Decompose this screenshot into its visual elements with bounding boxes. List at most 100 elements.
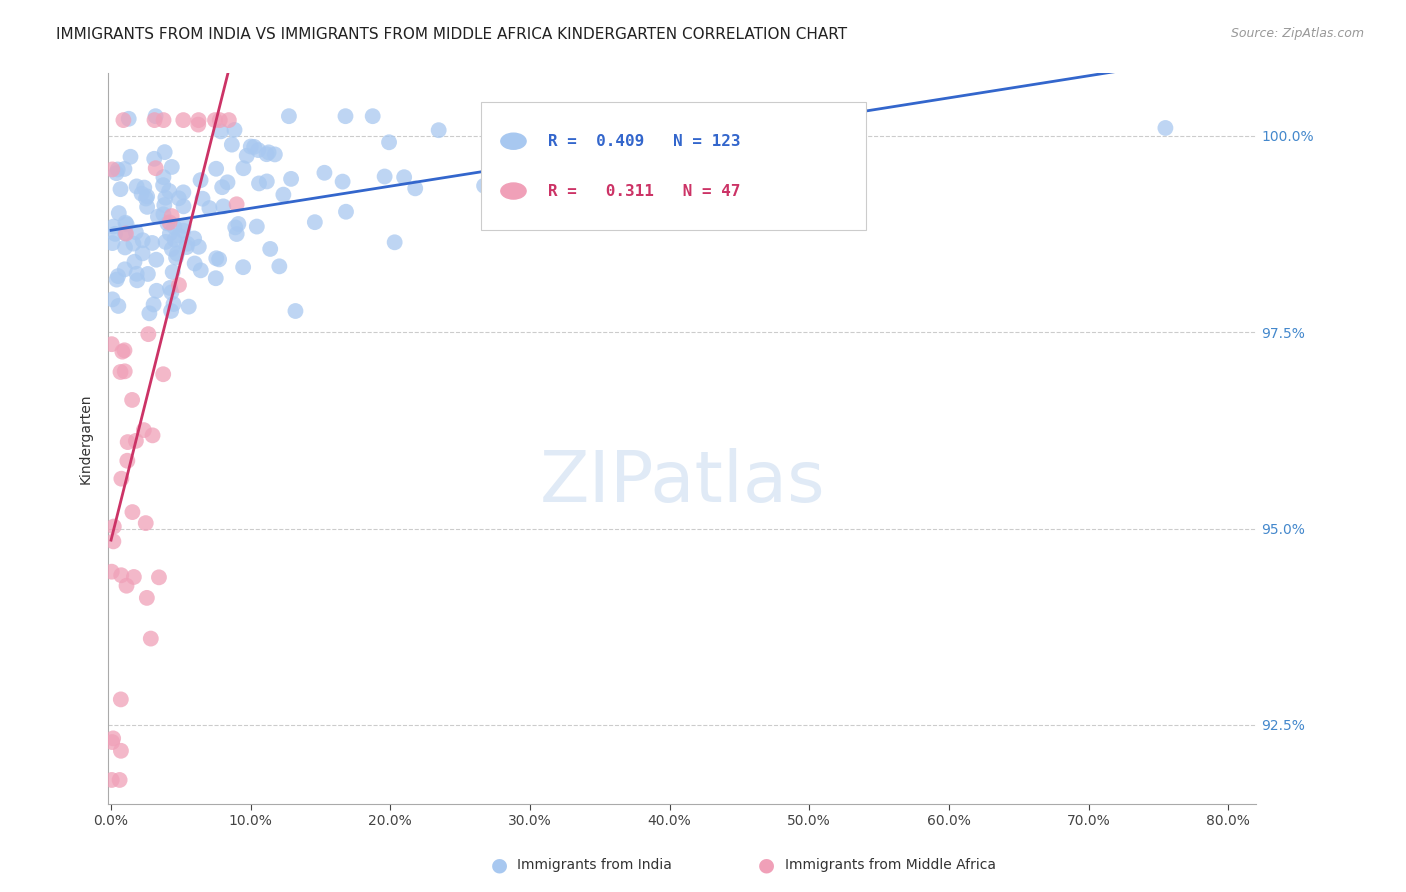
Point bbox=[110, 365, 132, 379]
Point bbox=[191, 192, 214, 206]
Text: Immigrants from Middle Africa: Immigrants from Middle Africa bbox=[785, 858, 995, 872]
Point bbox=[110, 692, 132, 706]
Point bbox=[145, 109, 167, 123]
Point bbox=[165, 251, 187, 265]
Point bbox=[392, 170, 415, 185]
Point bbox=[135, 591, 157, 605]
Text: R =  0.409   N = 123: R = 0.409 N = 123 bbox=[548, 134, 741, 149]
Y-axis label: Kindergarten: Kindergarten bbox=[79, 393, 93, 483]
Point bbox=[111, 344, 134, 359]
Point bbox=[225, 227, 247, 241]
Point bbox=[131, 246, 153, 260]
Point bbox=[115, 579, 138, 593]
Point bbox=[232, 161, 254, 176]
Point bbox=[159, 227, 181, 241]
Text: ZIPatlas: ZIPatlas bbox=[540, 448, 825, 516]
Point bbox=[139, 632, 162, 646]
Point bbox=[163, 219, 186, 234]
Point bbox=[114, 216, 136, 230]
Point bbox=[247, 177, 270, 191]
Point bbox=[152, 178, 174, 193]
Point bbox=[160, 304, 183, 318]
Point bbox=[103, 534, 125, 549]
Point bbox=[361, 109, 384, 123]
Point bbox=[176, 240, 198, 254]
Text: Source: ZipAtlas.com: Source: ZipAtlas.com bbox=[1230, 27, 1364, 40]
Point bbox=[198, 201, 221, 215]
Point bbox=[314, 166, 336, 180]
Point bbox=[142, 297, 165, 311]
Point bbox=[163, 233, 186, 247]
Point bbox=[152, 113, 174, 128]
Point bbox=[125, 225, 148, 239]
Point bbox=[103, 219, 125, 234]
Point bbox=[160, 242, 183, 256]
Point bbox=[332, 175, 354, 189]
Point bbox=[217, 175, 239, 189]
Point bbox=[115, 217, 138, 231]
Point bbox=[148, 570, 170, 584]
Point bbox=[162, 265, 184, 279]
Circle shape bbox=[501, 183, 526, 199]
Point bbox=[121, 392, 143, 407]
Point bbox=[160, 160, 183, 174]
Point bbox=[284, 304, 307, 318]
Point bbox=[176, 236, 198, 251]
Point bbox=[239, 139, 262, 153]
Point bbox=[114, 262, 136, 277]
Point bbox=[146, 210, 169, 224]
Point bbox=[114, 226, 136, 240]
Point bbox=[259, 242, 281, 256]
Point bbox=[125, 434, 148, 448]
Point bbox=[159, 281, 181, 295]
Point bbox=[384, 235, 406, 250]
Point bbox=[122, 570, 145, 584]
Point bbox=[153, 145, 176, 160]
Point bbox=[152, 207, 174, 221]
Point bbox=[112, 113, 135, 128]
Point bbox=[208, 252, 231, 267]
Point bbox=[124, 254, 146, 268]
Point bbox=[404, 181, 426, 195]
Point bbox=[160, 285, 183, 300]
Point bbox=[115, 227, 138, 241]
Point bbox=[159, 215, 181, 229]
Point bbox=[141, 235, 163, 250]
Point bbox=[110, 472, 132, 486]
Point bbox=[117, 454, 139, 468]
Point bbox=[212, 199, 235, 213]
Point bbox=[256, 174, 278, 188]
Point bbox=[273, 187, 295, 202]
Point bbox=[122, 236, 145, 251]
Point bbox=[167, 228, 190, 243]
Point bbox=[131, 233, 153, 247]
Point bbox=[105, 166, 128, 180]
Point bbox=[131, 186, 153, 201]
Point bbox=[103, 519, 125, 533]
Circle shape bbox=[501, 133, 526, 149]
Point bbox=[143, 113, 166, 128]
Point bbox=[246, 219, 269, 234]
Point bbox=[155, 235, 177, 249]
Point bbox=[125, 179, 148, 194]
Point bbox=[209, 124, 232, 138]
Point bbox=[280, 172, 302, 186]
Point bbox=[257, 145, 280, 160]
Point bbox=[190, 263, 212, 277]
Point bbox=[110, 568, 132, 582]
Point bbox=[167, 191, 190, 205]
Point bbox=[138, 306, 160, 320]
Point bbox=[145, 284, 167, 298]
Text: R =   0.311   N = 47: R = 0.311 N = 47 bbox=[548, 184, 741, 199]
Point bbox=[162, 297, 184, 311]
Point bbox=[190, 173, 212, 187]
Point bbox=[1154, 120, 1177, 135]
Point bbox=[104, 227, 127, 241]
Point bbox=[101, 731, 124, 746]
Point bbox=[269, 260, 291, 274]
Point bbox=[134, 180, 156, 194]
Point bbox=[135, 516, 157, 530]
Point bbox=[160, 209, 183, 223]
Point bbox=[145, 161, 167, 176]
Point bbox=[177, 300, 200, 314]
